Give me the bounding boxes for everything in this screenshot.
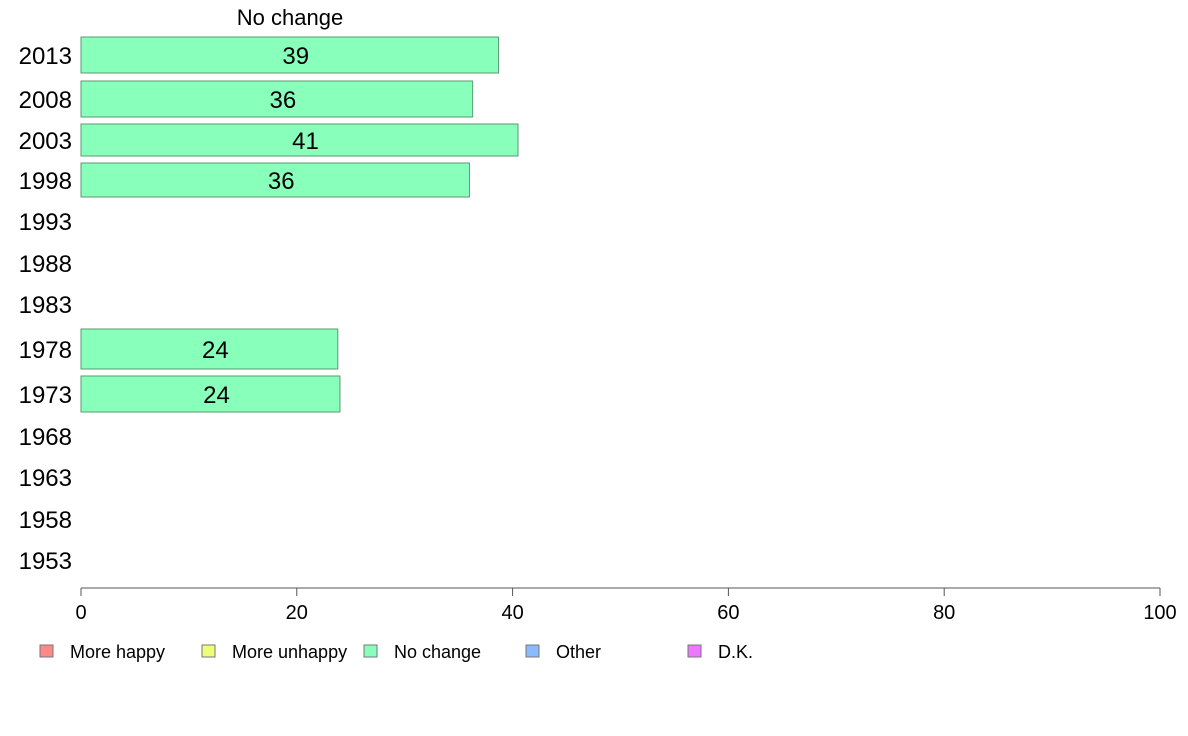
category-labels: 2013 2008 2003 1998 1993 1988 1983 1978 1973 1968… — [19, 43, 72, 575]
category-label-1973: 1973 — [19, 382, 72, 409]
bar-1973 — [80, 375, 341, 413]
category-label-1983: 1983 — [19, 292, 72, 319]
x-tick-label-40: 40 — [501, 602, 523, 624]
category-label-2013: 2013 — [19, 43, 72, 70]
legend-label-other: Other — [556, 642, 601, 662]
category-label-1958: 1958 — [19, 507, 72, 534]
legend-label-more-happy: More happy — [70, 642, 165, 662]
bar-2008 — [80, 80, 474, 118]
data-label-1973: 24 — [203, 382, 230, 409]
x-axis: 0 20 40 60 80 100 — [75, 587, 1177, 624]
legend-label-more-unhappy: More unhappy — [232, 642, 347, 662]
legend: More happy More unhappy No change Other D.K. — [39, 642, 753, 662]
x-tick-label-80: 80 — [933, 602, 955, 624]
legend-label-no-change: No change — [394, 642, 481, 662]
category-label-1963: 1963 — [19, 465, 72, 492]
panel-title: No change — [237, 5, 343, 30]
category-label-1978: 1978 — [19, 337, 72, 364]
bar-1978 — [80, 328, 339, 370]
data-label-1998: 36 — [268, 168, 295, 195]
legend-swatch-other — [525, 644, 540, 658]
category-label-2003: 2003 — [19, 128, 72, 155]
category-label-1968: 1968 — [19, 424, 72, 451]
category-label-2008: 2008 — [19, 87, 72, 114]
x-tick-label-100: 100 — [1143, 602, 1176, 624]
data-label-2013: 39 — [282, 43, 309, 70]
bars — [80, 36, 519, 413]
data-label-2003: 41 — [292, 128, 319, 155]
x-tick-label-20: 20 — [286, 602, 308, 624]
legend-swatch-more-happy — [39, 644, 54, 658]
x-tick-label-60: 60 — [717, 602, 739, 624]
category-label-1993: 1993 — [19, 209, 72, 236]
data-label-2008: 36 — [269, 87, 296, 114]
legend-swatch-no-change — [363, 644, 378, 658]
category-label-1998: 1998 — [19, 168, 72, 195]
data-labels: 39 36 41 36 24 24 — [202, 43, 319, 409]
x-tick-label-0: 0 — [75, 602, 86, 624]
bar-1998 — [80, 162, 470, 198]
legend-label-d-k: D.K. — [718, 642, 753, 662]
category-label-1988: 1988 — [19, 251, 72, 278]
bar-2013 — [80, 36, 500, 74]
data-label-1978: 24 — [202, 337, 229, 364]
legend-swatch-d-k — [687, 644, 702, 658]
category-label-1953: 1953 — [19, 548, 72, 575]
legend-swatch-more-unhappy — [201, 644, 216, 658]
bar-2003 — [80, 123, 519, 157]
